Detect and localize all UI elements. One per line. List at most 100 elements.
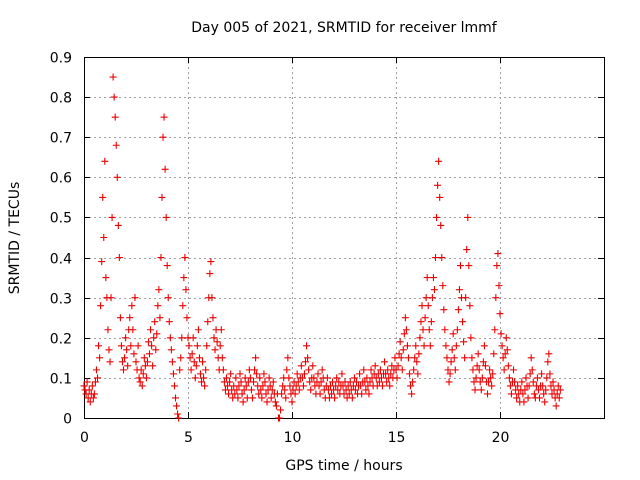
data-point bbox=[481, 362, 489, 370]
data-point bbox=[157, 254, 165, 262]
data-point bbox=[424, 302, 432, 310]
data-point bbox=[507, 390, 515, 398]
data-point bbox=[206, 270, 214, 278]
data-point bbox=[511, 378, 519, 386]
data-point bbox=[464, 213, 472, 221]
y-tick-label: 0.8 bbox=[50, 91, 72, 107]
data-point bbox=[302, 358, 310, 366]
data-point bbox=[485, 378, 493, 386]
data-point bbox=[105, 346, 113, 354]
data-point bbox=[108, 213, 116, 221]
data-point bbox=[375, 378, 383, 386]
data-point bbox=[366, 378, 374, 386]
data-point bbox=[269, 378, 277, 386]
y-tick-label: 0.2 bbox=[50, 332, 72, 348]
data-point bbox=[83, 378, 91, 386]
data-point bbox=[546, 370, 554, 378]
data-point bbox=[160, 113, 168, 121]
data-point bbox=[251, 366, 259, 374]
data-point bbox=[166, 334, 174, 342]
data-point bbox=[168, 358, 176, 366]
data-point bbox=[334, 386, 342, 394]
data-point bbox=[156, 314, 164, 322]
x-tick-label: 20 bbox=[492, 430, 510, 446]
data-point bbox=[510, 366, 518, 374]
data-point bbox=[193, 342, 201, 350]
data-point bbox=[187, 366, 195, 374]
data-point bbox=[360, 366, 368, 374]
data-point bbox=[188, 350, 196, 358]
y-tick-label: 0.9 bbox=[50, 51, 72, 67]
data-point bbox=[161, 165, 169, 173]
data-point bbox=[524, 394, 532, 402]
data-point bbox=[425, 326, 433, 334]
data-point bbox=[335, 378, 343, 386]
x-tick-label: 5 bbox=[184, 430, 193, 446]
data-point bbox=[540, 390, 548, 398]
data-point bbox=[180, 274, 188, 282]
data-point bbox=[526, 370, 534, 378]
data-point bbox=[357, 382, 365, 390]
data-point bbox=[351, 386, 359, 394]
data-point bbox=[528, 366, 536, 374]
data-point bbox=[139, 370, 147, 378]
data-point bbox=[410, 366, 418, 374]
data-point bbox=[378, 382, 386, 390]
data-point bbox=[219, 366, 227, 374]
data-point bbox=[455, 286, 463, 294]
data-point bbox=[137, 366, 145, 374]
data-point bbox=[172, 394, 180, 402]
data-point bbox=[472, 374, 480, 382]
data-point bbox=[443, 354, 451, 362]
data-point bbox=[247, 386, 255, 394]
data-point bbox=[451, 366, 459, 374]
y-tick-label: 0 bbox=[63, 412, 72, 428]
data-point bbox=[314, 370, 322, 378]
data-point bbox=[386, 382, 394, 390]
data-point bbox=[466, 302, 474, 310]
data-point bbox=[260, 370, 268, 378]
data-point bbox=[430, 286, 438, 294]
data-point bbox=[88, 382, 96, 390]
data-point bbox=[414, 370, 422, 378]
data-point bbox=[277, 406, 285, 414]
data-point bbox=[276, 414, 284, 422]
y-tick-label: 0.6 bbox=[50, 171, 72, 187]
data-point bbox=[519, 390, 527, 398]
data-point bbox=[177, 354, 185, 362]
data-point bbox=[239, 398, 247, 406]
data-point bbox=[446, 370, 454, 378]
data-point bbox=[428, 294, 436, 302]
data-point bbox=[164, 294, 172, 302]
data-point bbox=[257, 386, 265, 394]
data-point bbox=[310, 374, 318, 382]
data-point bbox=[218, 354, 226, 362]
data-point bbox=[194, 326, 202, 334]
data-point bbox=[267, 394, 275, 402]
data-point bbox=[200, 374, 208, 382]
data-point bbox=[473, 362, 481, 370]
data-point bbox=[240, 386, 248, 394]
data-point bbox=[98, 258, 106, 266]
data-point bbox=[362, 386, 370, 394]
data-point bbox=[543, 374, 551, 382]
data-point bbox=[178, 334, 186, 342]
data-point bbox=[530, 390, 538, 398]
data-point bbox=[377, 374, 385, 382]
data-point bbox=[427, 318, 435, 326]
data-point bbox=[438, 254, 446, 262]
data-point bbox=[489, 370, 497, 378]
data-point bbox=[198, 378, 206, 386]
chart-title: Day 005 of 2021, SRMTID for receiver lmm… bbox=[191, 20, 498, 36]
data-point bbox=[258, 394, 266, 402]
data-point bbox=[316, 390, 324, 398]
data-point bbox=[283, 366, 291, 374]
data-point bbox=[126, 314, 134, 322]
data-point bbox=[107, 294, 115, 302]
data-point bbox=[418, 302, 426, 310]
data-point bbox=[209, 314, 217, 322]
data-point bbox=[253, 370, 261, 378]
data-point bbox=[116, 314, 124, 322]
data-point bbox=[149, 362, 157, 370]
data-point bbox=[468, 354, 476, 362]
